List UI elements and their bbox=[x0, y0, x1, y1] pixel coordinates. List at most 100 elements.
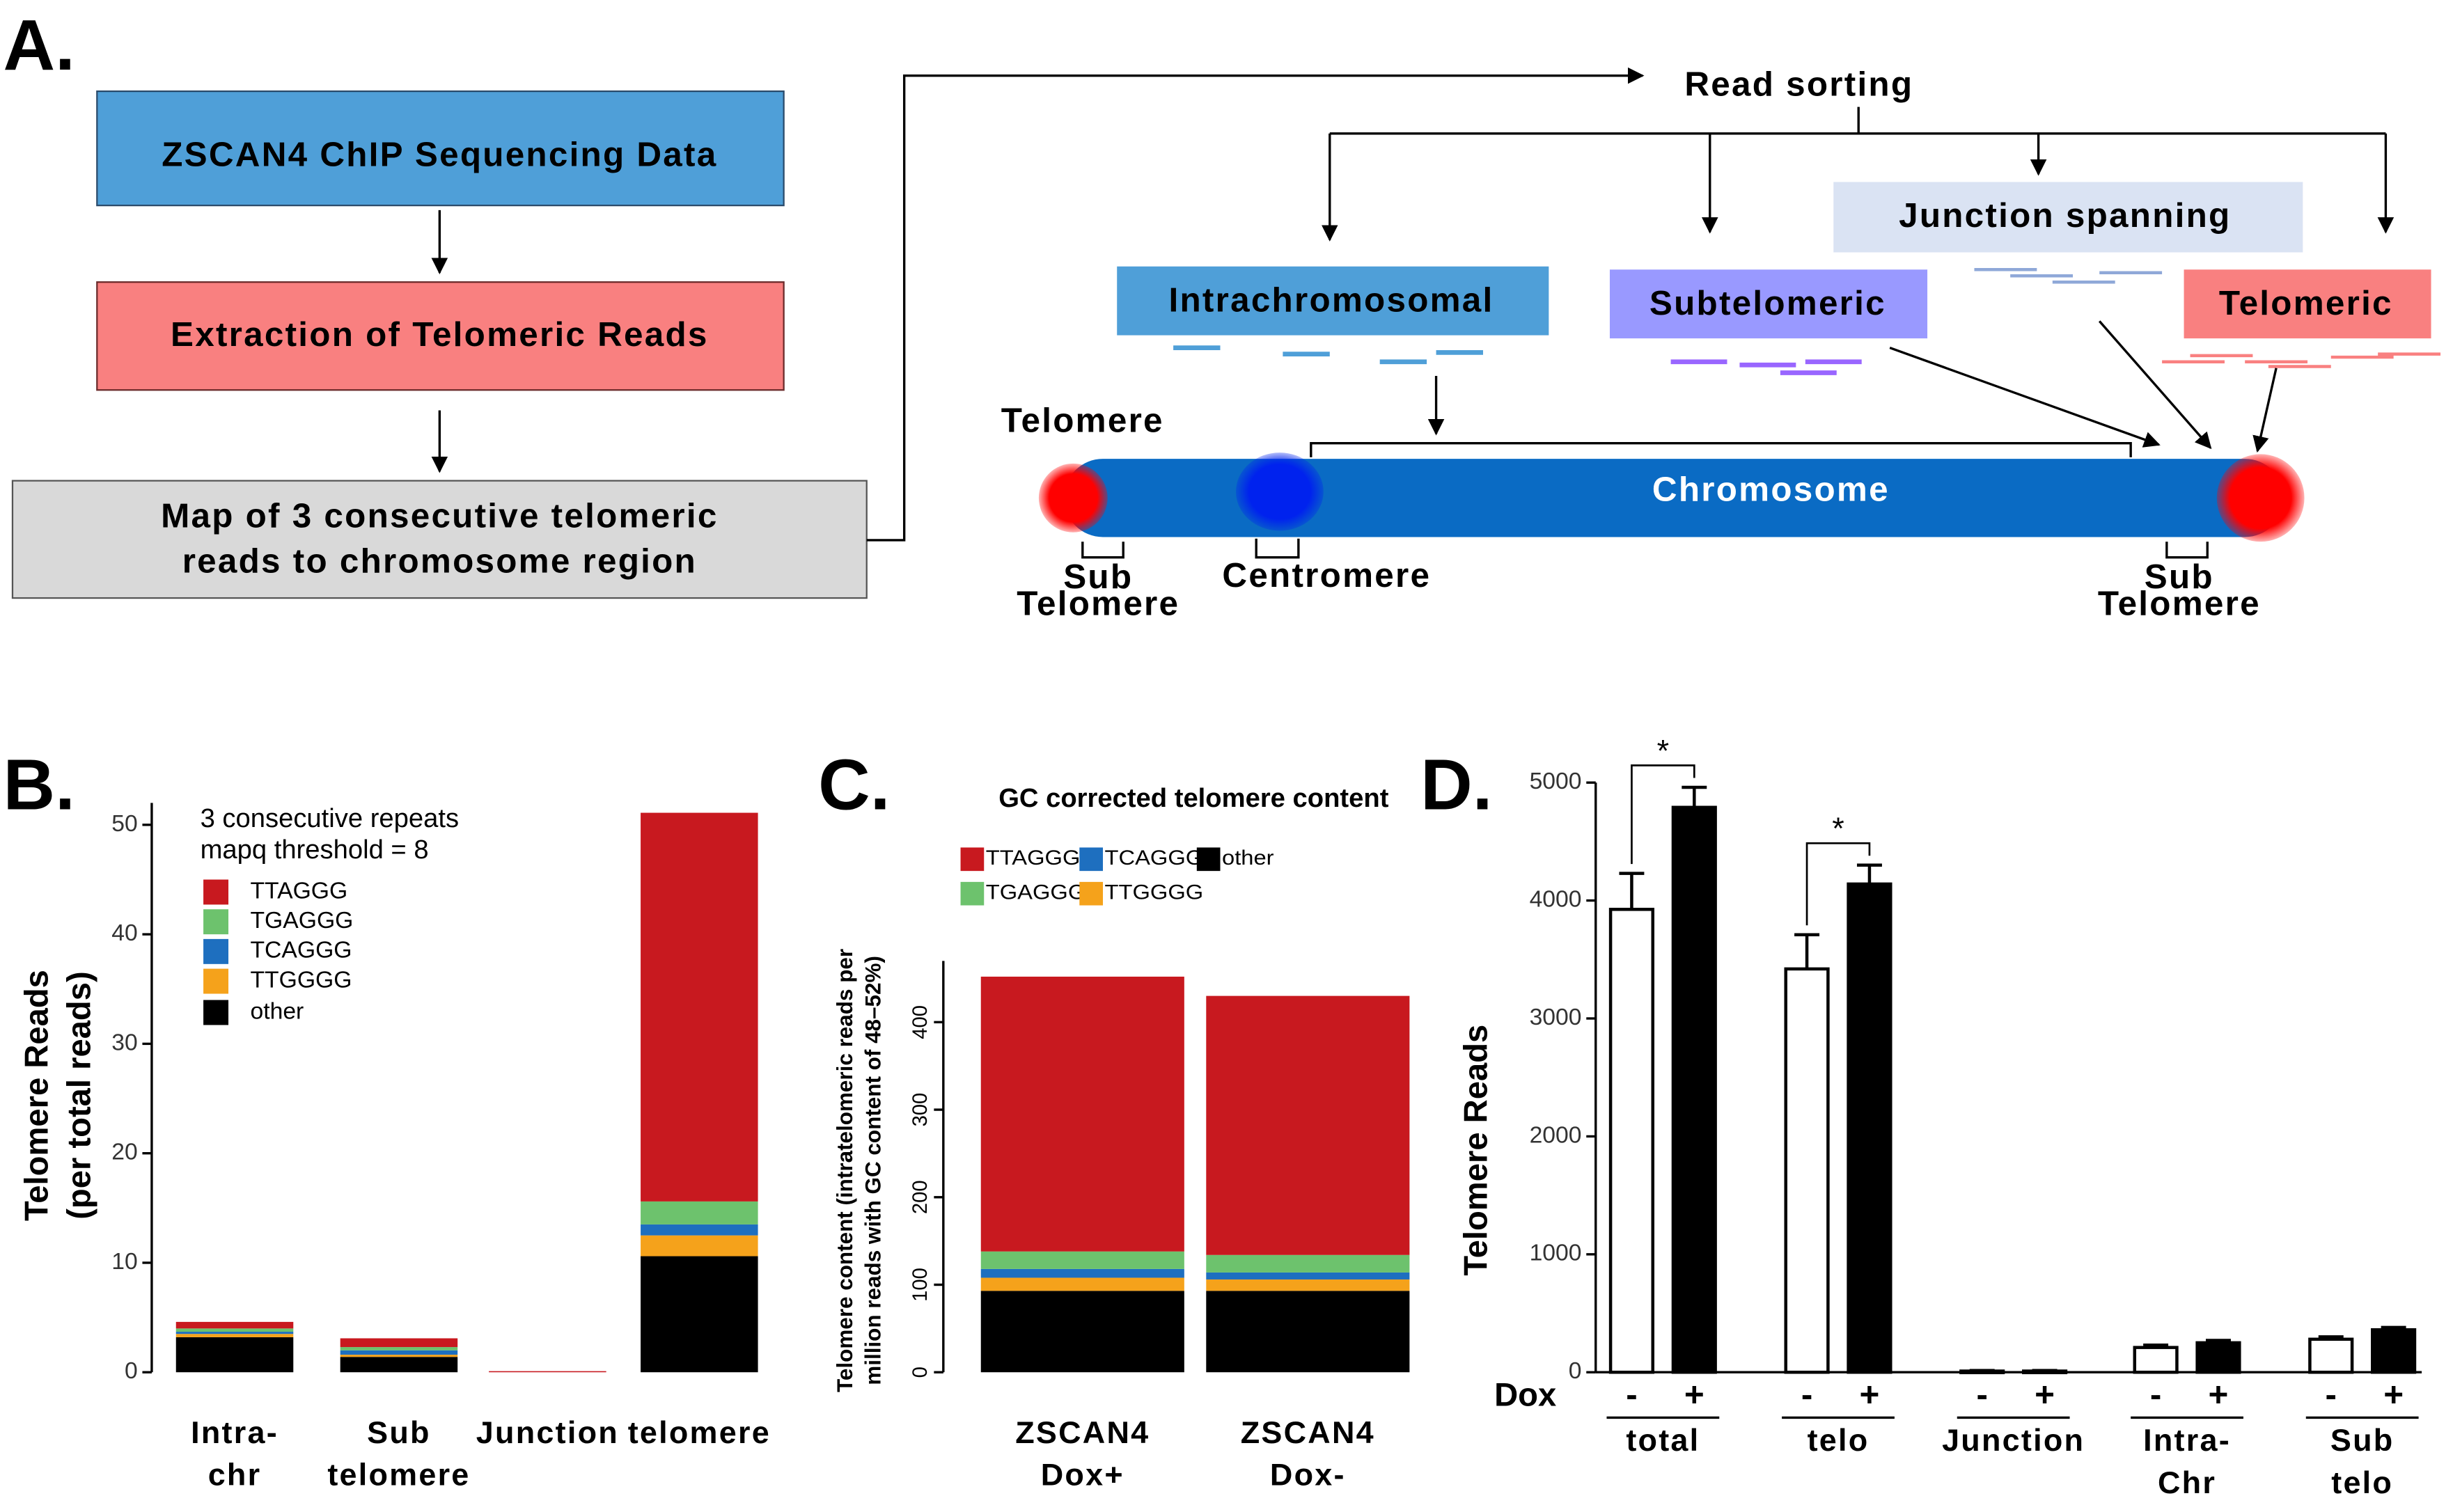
legend-label: TTAGGG bbox=[986, 846, 1081, 869]
region-label: Sub bbox=[2145, 558, 2214, 596]
bar-segment bbox=[641, 1201, 758, 1224]
y-axis-label: Telomere Reads bbox=[18, 970, 55, 1221]
bar-segment bbox=[980, 1291, 1184, 1373]
y-axis-label: Telomere content (intratelomeric reads p… bbox=[833, 949, 857, 1392]
centromere bbox=[1235, 452, 1324, 531]
x-tick-label: - bbox=[1626, 1376, 1637, 1414]
telomere bbox=[1038, 463, 1108, 533]
bar-segment bbox=[175, 1337, 294, 1373]
x-axis-label: Dox bbox=[1494, 1376, 1556, 1413]
class-label: Junction spanning bbox=[1899, 196, 2231, 235]
legend-swatch bbox=[960, 881, 985, 906]
x-tick-label: + bbox=[1860, 1376, 1880, 1414]
bar-segment bbox=[340, 1338, 458, 1348]
chromosome bbox=[1063, 459, 2284, 537]
legend-label: other bbox=[250, 998, 304, 1024]
x-tick-label: + bbox=[1684, 1376, 1704, 1414]
y-tick-label: 200 bbox=[909, 1180, 932, 1214]
significance-bracket bbox=[1631, 764, 1695, 865]
bar-segment bbox=[641, 812, 758, 1202]
x-tick-label: ZSCAN4 bbox=[1241, 1415, 1375, 1450]
y-tick-label: 100 bbox=[909, 1268, 932, 1302]
bar bbox=[1608, 908, 1655, 1374]
chart-title: GC corrected telomere content bbox=[998, 783, 1389, 813]
x-tick-label: Dox- bbox=[1270, 1457, 1346, 1493]
class-box bbox=[1117, 266, 1549, 336]
bar bbox=[2195, 1341, 2241, 1374]
y-tick-label: 0 bbox=[125, 1357, 138, 1384]
bar-segment bbox=[641, 1256, 758, 1373]
x-tick-label: + bbox=[2383, 1376, 2404, 1414]
bar bbox=[2371, 1328, 2417, 1374]
legend-swatch bbox=[1079, 881, 1104, 906]
class-label: Subtelomeric bbox=[1649, 284, 1886, 322]
arrow bbox=[1889, 346, 2161, 448]
y-tick-label: 20 bbox=[111, 1139, 137, 1165]
legend-swatch bbox=[203, 909, 229, 935]
legend-label: TGAGGG bbox=[250, 907, 353, 934]
legend-label: TGAGGG bbox=[986, 881, 1086, 904]
legend-swatch bbox=[1079, 847, 1104, 872]
x-tick-label: Sub bbox=[367, 1415, 431, 1450]
x-tick-label: Chr bbox=[2158, 1465, 2216, 1500]
region-label: Telomere bbox=[2098, 584, 2261, 622]
x-tick-label: chr bbox=[208, 1457, 262, 1493]
y-tick-label: 50 bbox=[111, 810, 137, 837]
legend-label: TCAGGG bbox=[250, 937, 352, 963]
x-tick-label: Intra- bbox=[191, 1415, 279, 1450]
panel-label: A. bbox=[3, 4, 75, 85]
error-bar bbox=[1619, 872, 1645, 910]
y-tick-label: 300 bbox=[909, 1093, 932, 1127]
error-bar bbox=[1856, 863, 1882, 884]
legend-title: mapq threshold = 8 bbox=[201, 835, 429, 865]
bar bbox=[2308, 1337, 2354, 1374]
x-tick-label: Junction bbox=[1942, 1422, 2085, 1458]
bar bbox=[1671, 805, 1717, 1374]
bar-segment bbox=[980, 1268, 1184, 1278]
bar-segment bbox=[1206, 995, 1410, 1255]
annotation: * bbox=[1832, 810, 1844, 846]
x-tick-label: telo bbox=[2331, 1465, 2393, 1500]
arrow bbox=[2098, 320, 2212, 450]
legend-title: 3 consecutive repeats bbox=[201, 803, 460, 833]
error-bar bbox=[1794, 933, 1820, 969]
y-axis-label: Telomere Reads bbox=[1457, 1025, 1494, 1276]
class-label: Intrachromosomal bbox=[1169, 281, 1494, 319]
bar-segment bbox=[980, 1277, 1184, 1291]
step-label: ZSCAN4 ChIP Sequencing Data bbox=[162, 136, 717, 174]
arrow bbox=[866, 67, 1645, 542]
error-bar bbox=[1682, 785, 1707, 808]
y-axis-label: (per total reads) bbox=[60, 971, 97, 1219]
x-tick-label: ZSCAN4 bbox=[1015, 1415, 1150, 1450]
bar-segment bbox=[641, 1235, 758, 1257]
bar-segment bbox=[489, 1371, 606, 1373]
bar-segment bbox=[1206, 1291, 1410, 1373]
bracket bbox=[2165, 542, 2209, 559]
bar-segment bbox=[175, 1334, 294, 1337]
legend-swatch bbox=[203, 1000, 229, 1025]
panel-label: C. bbox=[818, 744, 890, 825]
bracket bbox=[1310, 441, 2132, 457]
x-tick-label: telomere bbox=[327, 1457, 470, 1493]
legend-swatch bbox=[960, 847, 985, 872]
y-tick-label: 2000 bbox=[1530, 1121, 1582, 1148]
diagram: A. ZSCAN4 ChIP Sequencing Data Extractio… bbox=[3, 4, 2441, 622]
class-box bbox=[2184, 269, 2431, 339]
y-tick-label: 0 bbox=[1569, 1357, 1582, 1384]
legend-label: TTGGGG bbox=[1105, 881, 1204, 904]
legend-swatch bbox=[203, 879, 229, 905]
bar-segment bbox=[641, 1224, 758, 1236]
legend-swatch bbox=[203, 968, 229, 994]
bar bbox=[2022, 1369, 2068, 1375]
step-box bbox=[96, 90, 785, 207]
sorting-label: Read sorting bbox=[1684, 65, 1913, 103]
region-label: Centromere bbox=[1222, 556, 1431, 594]
step-label: Extraction of Telomeric Reads bbox=[171, 315, 709, 354]
x-tick-label: - bbox=[1976, 1376, 1987, 1414]
significance-bracket bbox=[1805, 842, 1871, 926]
legend-label: TTAGGG bbox=[250, 877, 347, 904]
step-box bbox=[11, 480, 868, 599]
x-tick-label: + bbox=[2209, 1376, 2229, 1414]
x-tick-label: Junction bbox=[476, 1415, 619, 1450]
